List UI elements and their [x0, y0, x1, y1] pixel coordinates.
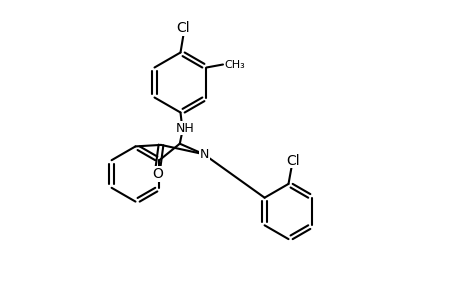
Text: CH₃: CH₃ [224, 59, 245, 70]
Text: NH: NH [176, 122, 195, 135]
Text: O: O [152, 167, 163, 181]
Text: N: N [199, 148, 209, 161]
Text: Cl: Cl [176, 21, 190, 35]
Text: Cl: Cl [285, 154, 299, 168]
